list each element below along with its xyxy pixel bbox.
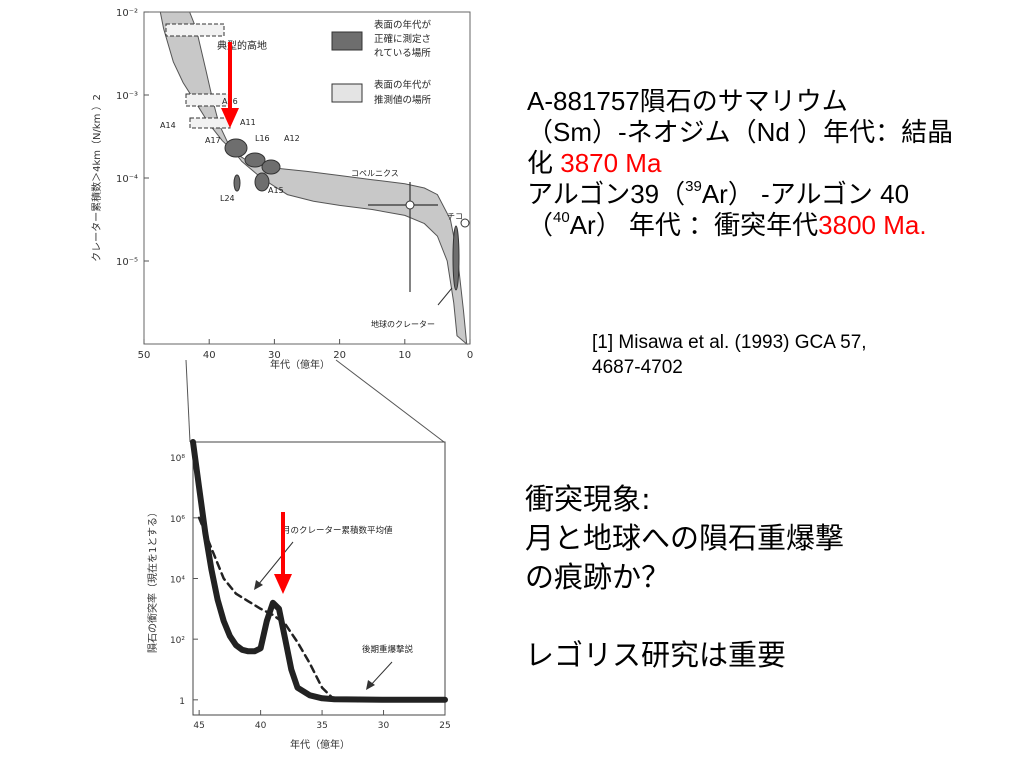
conclusion-line-1: 衝突現象: — [525, 482, 651, 516]
bottom-ytick-label: 1 — [179, 697, 185, 707]
top-xtick-label: 10 — [398, 350, 411, 361]
average-leader-arrowhead — [254, 580, 263, 590]
argon-line-1-b: Ar） -アルゴン 40 — [701, 179, 910, 209]
label-late-heavy-bombardment: 後期重爆撃説 — [362, 644, 414, 655]
top-xtick-label: 30 — [268, 350, 281, 361]
sample-blob-l16 — [244, 152, 266, 168]
label-earth-craters: 地球のクレーター — [371, 319, 435, 329]
label-a14: A14 — [160, 121, 176, 130]
top-xtick-label: 20 — [333, 350, 346, 361]
top-x-axis-title: 年代（億年） — [270, 358, 330, 371]
legend-swatch-measured — [331, 31, 363, 51]
typical-highland-box — [165, 23, 225, 37]
bottom-xtick-label: 30 — [378, 721, 390, 731]
label-a17: A17 — [205, 136, 221, 145]
bottom-ytick-label: 10⁶ — [170, 515, 185, 525]
heading-line-2: （Sm）-ネオジム（Nd ）年代：結晶 — [527, 117, 954, 147]
bottom-xtick-label: 35 — [316, 721, 327, 731]
legend-swatch-estimated — [331, 83, 363, 103]
heading-line-3-a: 化 — [527, 148, 561, 178]
meteorite-dating-text: A-881757隕石のサマリウム （Sm）-ネオジム（Nd ）年代：結晶 化 3… — [527, 86, 1007, 241]
top-xtick-label: 50 — [138, 350, 151, 361]
estimated-box-2 — [189, 117, 231, 129]
argon-line-2-a: （ — [527, 210, 554, 240]
label-l24: L24 — [220, 194, 235, 203]
tycho-point — [460, 218, 470, 228]
crater-density-band — [159, 11, 468, 346]
series-average-crater-count — [197, 516, 336, 702]
heading-line-1: A-881757隕石のサマリウム — [527, 86, 848, 116]
legend-label-measured-3: れている場所 — [374, 47, 431, 59]
average-leader-line — [257, 541, 294, 586]
tycho-ellipse — [452, 225, 460, 291]
bottom-xtick-label: 45 — [193, 721, 204, 731]
label-typical-highland: 典型的高地 — [217, 39, 267, 52]
legend-label-estimated-1: 表面の年代が — [374, 79, 432, 91]
impact-age: 3800 Ma. — [818, 210, 927, 240]
bottom-xtick-label: 40 — [255, 721, 267, 731]
conclusion-line-2: 月と地球への隕石重爆撃 — [525, 521, 845, 555]
top-ytick-label: 10⁻² — [116, 8, 138, 19]
label-tycho: チコ — [447, 212, 463, 221]
top-ytick-label: 10⁻⁵ — [116, 257, 138, 268]
lhb-leader-arrowhead — [366, 680, 375, 690]
top-xtick-label: 40 — [203, 350, 216, 361]
top-ytick-label: 10⁻³ — [116, 91, 138, 102]
legend-label-estimated-2: 推測値の場所 — [374, 94, 432, 106]
argon-40-superscript: 40 — [553, 209, 570, 227]
bottom-xtick-label: 25 — [439, 721, 450, 731]
top-red-arrow — [221, 42, 239, 128]
top-crater-chart: 10⁻² 10⁻³ 10⁻⁴ 10⁻⁵ 50 40 30 20 10 0 年代（億年） クレータ… — [90, 8, 473, 371]
reference-line-2: 4687-4702 — [592, 357, 683, 378]
sample-blob-a12 — [261, 159, 281, 175]
label-a12: A12 — [284, 134, 300, 143]
top-legend: 表面の年代が 正確に測定さ れている場所 表面の年代が 推測値の場所 — [331, 19, 432, 106]
sample-blob-a17 — [224, 138, 248, 158]
bottom-ytick-label: 10⁴ — [170, 576, 185, 586]
bottom-impact-rate-chart: 10⁸ 10⁶ 10⁴ 10² 1 45 40 35 30 25 年代（億年） 隕石の衝突率（現… — [146, 439, 451, 751]
conclusion-line-4: レゴリス研究は重要 — [525, 638, 787, 672]
zoom-line-left — [185, 359, 191, 443]
reference: [1] Misawa et al. (1993) GCA 57, 4687-47… — [592, 330, 867, 380]
bottom-x-axis-title: 年代（億年） — [290, 738, 350, 751]
argon-39-superscript: 39 — [685, 178, 702, 196]
reference-line-1: [1] Misawa et al. (1993) GCA 57, — [592, 332, 867, 353]
label-l16: L16 — [255, 134, 270, 143]
top-xtick-label: 0 — [467, 350, 473, 361]
copernicus-point — [405, 200, 415, 210]
lhb-leader-line — [369, 661, 393, 687]
earth-crater-leader — [437, 287, 453, 306]
legend-label-measured-2: 正確に測定さ — [374, 33, 431, 45]
label-a11: A11 — [240, 118, 256, 127]
heading-line-3: 化 3870 Ma — [527, 148, 1007, 179]
bottom-ytick-label: 10² — [170, 636, 185, 646]
bottom-plot-frame — [192, 441, 446, 716]
bottom-ytick-label: 10⁸ — [170, 454, 185, 464]
zoom-line-right — [335, 359, 445, 443]
label-a15: A15 — [268, 186, 284, 195]
sm-nd-age: 3870 Ma — [560, 148, 662, 178]
bottom-red-arrow — [274, 512, 292, 594]
bottom-y-axis-title: 隕石の衝突率（現在を1とする） — [146, 507, 159, 653]
sample-blob-l24 — [233, 174, 241, 192]
argon-line-1: アルゴン39（39Ar） -アルゴン 40 — [527, 179, 1007, 210]
sample-blob-a15 — [254, 172, 270, 192]
conclusion-text: 衝突現象: 月と地球への隕石重爆撃 の痕跡か？ レゴリス研究は重要 — [525, 480, 1005, 675]
legend-label-measured-1: 表面の年代が — [374, 19, 432, 31]
label-average-crater: 月のクレーター累積数平均値 — [282, 525, 393, 536]
argon-line-1-a: アルゴン39（ — [527, 179, 686, 209]
argon-line-2: （40Ar） 年代 ：衝突年代3800 Ma. — [527, 210, 1007, 241]
top-ytick-label: 10⁻⁴ — [116, 174, 138, 185]
top-y-axis-title: クレーター累積数＞4km（N/km ）2 — [90, 94, 103, 262]
label-copernicus: コペルニクス — [351, 169, 399, 178]
argon-line-2-b: Ar） 年代 ：衝突年代 — [569, 210, 819, 240]
conclusion-line-3: の痕跡か？ — [525, 560, 671, 594]
